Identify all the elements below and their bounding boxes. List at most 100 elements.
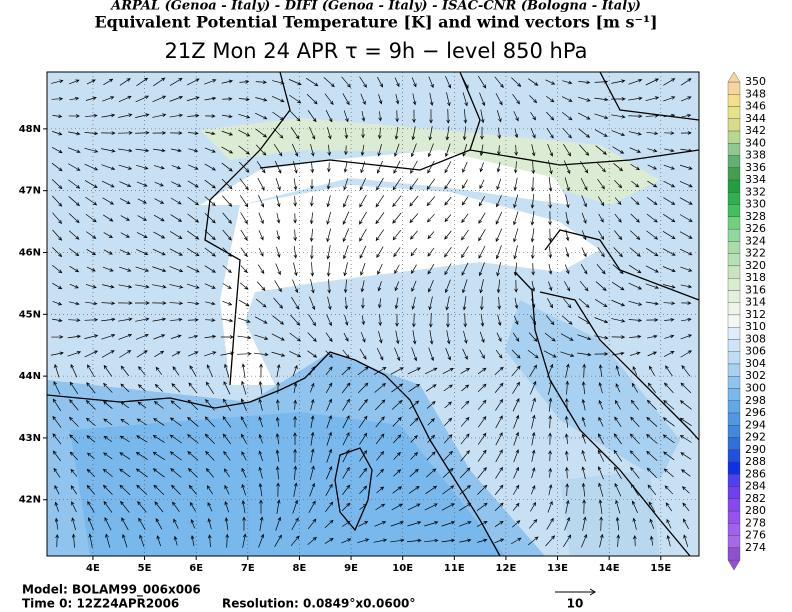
wind-vector: [614, 416, 622, 427]
wind-vector: [462, 296, 467, 311]
wind-vector: [102, 96, 115, 102]
wind-vector: [53, 467, 61, 478]
wind-vector: [170, 131, 183, 135]
wind-vector: [237, 335, 252, 340]
wind-vector: [597, 178, 605, 190]
wind-vector: [629, 334, 642, 339]
wind-vector: [442, 485, 455, 495]
wind-vector: [444, 214, 452, 223]
wind-vector: [496, 279, 501, 294]
wind-vector: [240, 398, 247, 412]
colorbar-swatch: [727, 314, 741, 328]
wind-vector: [614, 180, 623, 189]
wind-vector: [310, 196, 314, 207]
wind-vector: [645, 265, 659, 273]
wind-vector: [359, 76, 367, 88]
wind-vector: [628, 264, 642, 274]
wind-vector: [87, 500, 95, 513]
colorbar-label: 284: [745, 480, 766, 493]
wind-vector: [187, 318, 199, 322]
wind-vector: [256, 281, 266, 292]
wind-vector: [513, 228, 519, 243]
wind-vector: [407, 367, 421, 375]
colorbar-swatch: [727, 388, 741, 401]
wind-vector: [563, 143, 572, 157]
wind-vector: [189, 501, 196, 512]
wind-vector: [512, 332, 520, 342]
wind-vector: [52, 300, 63, 306]
wind-vector: [187, 113, 200, 118]
x-tick-label: 11E: [444, 563, 465, 574]
wind-vector: [596, 161, 606, 173]
wind-vector: [444, 246, 452, 258]
wind-vector: [512, 502, 520, 511]
wind-vector: [412, 313, 416, 328]
wind-vector: [373, 538, 388, 543]
x-tick-label: 9E: [344, 563, 358, 574]
wind-vector: [548, 450, 552, 462]
wind-vector: [630, 213, 640, 223]
wind-vector: [442, 367, 454, 374]
colorbar-label: 346: [745, 100, 766, 113]
wind-vector: [594, 317, 609, 324]
wind-vector: [497, 296, 502, 310]
wind-vector: [86, 468, 95, 477]
wind-vector: [394, 297, 399, 310]
wind-vector: [204, 212, 216, 224]
wind-vector: [429, 313, 433, 328]
wind-vector: [102, 468, 113, 478]
wind-vector: [612, 146, 625, 154]
wind-vector: [544, 332, 556, 342]
wind-vector: [409, 230, 418, 240]
wind-vector: [512, 381, 520, 394]
wind-vector: [222, 229, 232, 241]
wind-vector: [582, 516, 587, 531]
wind-vector: [394, 126, 399, 140]
wind-vector: [343, 110, 349, 123]
wind-vector: [360, 280, 365, 293]
wind-vector: [170, 484, 181, 495]
wind-vector: [118, 301, 133, 305]
wind-vector: [594, 97, 609, 102]
wind-vector: [528, 78, 539, 86]
wind-vector: [647, 180, 658, 188]
wind-vector: [68, 114, 80, 118]
wind-vector: [359, 245, 367, 259]
wind-vector: [377, 263, 383, 275]
wind-vector: [272, 127, 284, 139]
wind-vector: [275, 416, 280, 427]
wind-vector: [138, 366, 146, 376]
wind-vector: [204, 196, 216, 207]
wind-vector: [648, 365, 655, 376]
wind-vector: [274, 280, 282, 293]
wind-vector: [645, 283, 660, 289]
wind-vector: [52, 433, 62, 445]
wind-vector: [663, 301, 676, 306]
wind-vector: [273, 297, 284, 309]
wind-vector: [680, 334, 693, 340]
wind-vector: [649, 535, 654, 546]
wind-vector: [86, 231, 97, 239]
wind-vector: [530, 194, 535, 209]
wind-vector: [596, 263, 606, 275]
wind-vector: [238, 129, 251, 137]
header-subtitle: 21Z Mon 24 APR τ = 9h − level 850 hPa: [165, 39, 588, 63]
colorbar-swatch: [727, 412, 741, 426]
x-tick-label: 4E: [86, 563, 100, 574]
wind-vector: [187, 416, 199, 427]
wind-vector: [611, 335, 626, 339]
colorbar-swatch: [727, 130, 741, 144]
wind-vector: [479, 349, 485, 359]
wind-vector: [120, 418, 130, 425]
resolution-label: Resolution: 0.0849°x0.0600°: [222, 597, 415, 611]
y-tick-label: 46N: [19, 247, 41, 258]
wind-vector: [563, 160, 571, 175]
wind-vector: [548, 228, 552, 243]
wind-vector: [631, 180, 640, 188]
wind-vector: [395, 94, 400, 105]
wind-vector: [410, 434, 418, 443]
wind-vector: [666, 518, 672, 529]
wind-vector: [648, 501, 656, 513]
wind-vector: [222, 97, 233, 101]
wind-vector: [426, 468, 437, 478]
